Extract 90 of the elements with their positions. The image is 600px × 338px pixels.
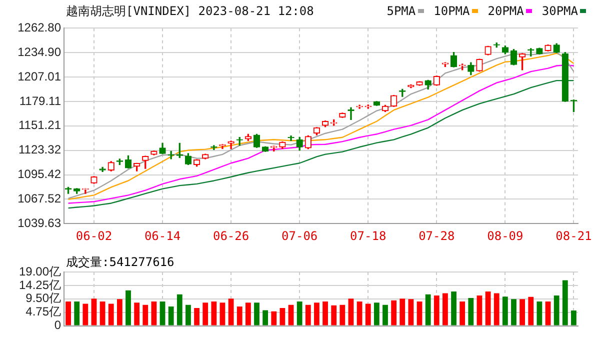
bar <box>228 298 234 326</box>
bar <box>100 301 106 326</box>
bar <box>202 302 208 326</box>
bar <box>220 302 226 326</box>
x-tick-label: 07-28 <box>418 228 455 243</box>
y-tick-label: 9.50亿 <box>26 291 61 306</box>
bar <box>476 296 482 326</box>
bar <box>126 290 131 326</box>
bar <box>305 304 311 326</box>
legend-label: 10PMA <box>434 4 470 18</box>
bar <box>391 300 397 326</box>
bar <box>528 296 534 326</box>
chart-title: 成交量:541277616 <box>66 254 174 271</box>
bar <box>502 296 508 326</box>
bar <box>520 299 526 326</box>
y-tick-label: 1151.21 <box>18 118 62 132</box>
bar <box>374 302 380 326</box>
bar <box>545 301 551 326</box>
bar <box>66 301 71 326</box>
y-tick-label: 1207.01 <box>18 69 62 84</box>
y-tick-label: 1262.80 <box>18 20 62 35</box>
bar <box>331 305 337 326</box>
candlestick <box>356 104 363 109</box>
bar <box>314 302 320 326</box>
bar <box>262 310 268 326</box>
bar <box>554 296 560 326</box>
bar <box>271 311 277 326</box>
chart-title: 越南胡志明[VNINDEX] 2023-08-21 12:08 <box>66 2 314 20</box>
bar <box>382 304 388 326</box>
bar <box>186 304 191 326</box>
bar <box>82 304 88 326</box>
bar <box>236 306 242 326</box>
x-tick-label: 06-14 <box>144 228 181 243</box>
bar <box>340 304 346 326</box>
bar <box>348 298 354 326</box>
x-tick-label: 07-18 <box>350 228 386 243</box>
bar <box>416 301 422 326</box>
y-tick-label: 1039.63 <box>18 216 62 230</box>
bar <box>451 292 456 326</box>
legend-label: 30PMA <box>542 4 578 18</box>
y-tick-label: 1123.32 <box>18 142 62 157</box>
bar <box>254 302 260 326</box>
bar <box>408 299 414 326</box>
bar <box>425 294 431 326</box>
bar <box>571 310 576 326</box>
bar <box>322 301 328 326</box>
legend-label: 5PMA <box>386 4 416 18</box>
bar <box>536 301 542 326</box>
bar <box>168 306 174 326</box>
bar <box>134 302 140 326</box>
bar <box>288 304 294 326</box>
y-tick-label: 1095.42 <box>18 167 62 182</box>
bar <box>280 308 286 326</box>
x-tick-label: 06-26 <box>212 228 250 243</box>
y-tick-label: 1234.90 <box>18 44 62 59</box>
legend-label: 20PMA <box>488 4 524 18</box>
bar <box>116 299 122 326</box>
bar <box>74 301 80 326</box>
bar <box>211 301 217 326</box>
y-tick-label: 4.75亿 <box>26 304 61 319</box>
bar <box>434 296 440 326</box>
bar <box>511 299 516 326</box>
y-tick-label: 19.00亿 <box>18 264 61 278</box>
bar <box>176 294 182 326</box>
x-tick-label: 06-02 <box>76 228 112 243</box>
x-tick-label: 08-21 <box>556 228 592 243</box>
bar <box>91 298 97 326</box>
bar <box>468 298 474 326</box>
x-tick-label: 08-09 <box>487 228 524 243</box>
bar <box>485 292 491 326</box>
bar <box>365 304 371 326</box>
candlestick <box>288 135 294 141</box>
bar <box>142 304 148 326</box>
bar <box>442 293 448 326</box>
bar <box>296 301 302 326</box>
bar <box>151 301 157 326</box>
bar <box>245 302 251 326</box>
y-tick-label: 14.25亿 <box>18 278 61 292</box>
bar <box>160 301 166 326</box>
bar <box>108 304 114 326</box>
bar <box>494 293 500 326</box>
x-tick-label: 07-06 <box>282 228 318 243</box>
bar <box>194 308 200 326</box>
y-tick-label: 1179.11 <box>19 94 62 108</box>
y-tick-label: 0 <box>54 318 62 332</box>
bar <box>460 301 466 326</box>
y-tick-label: 1067.52 <box>18 191 62 206</box>
bar <box>562 280 568 326</box>
bar <box>356 301 362 326</box>
bar <box>400 298 406 326</box>
